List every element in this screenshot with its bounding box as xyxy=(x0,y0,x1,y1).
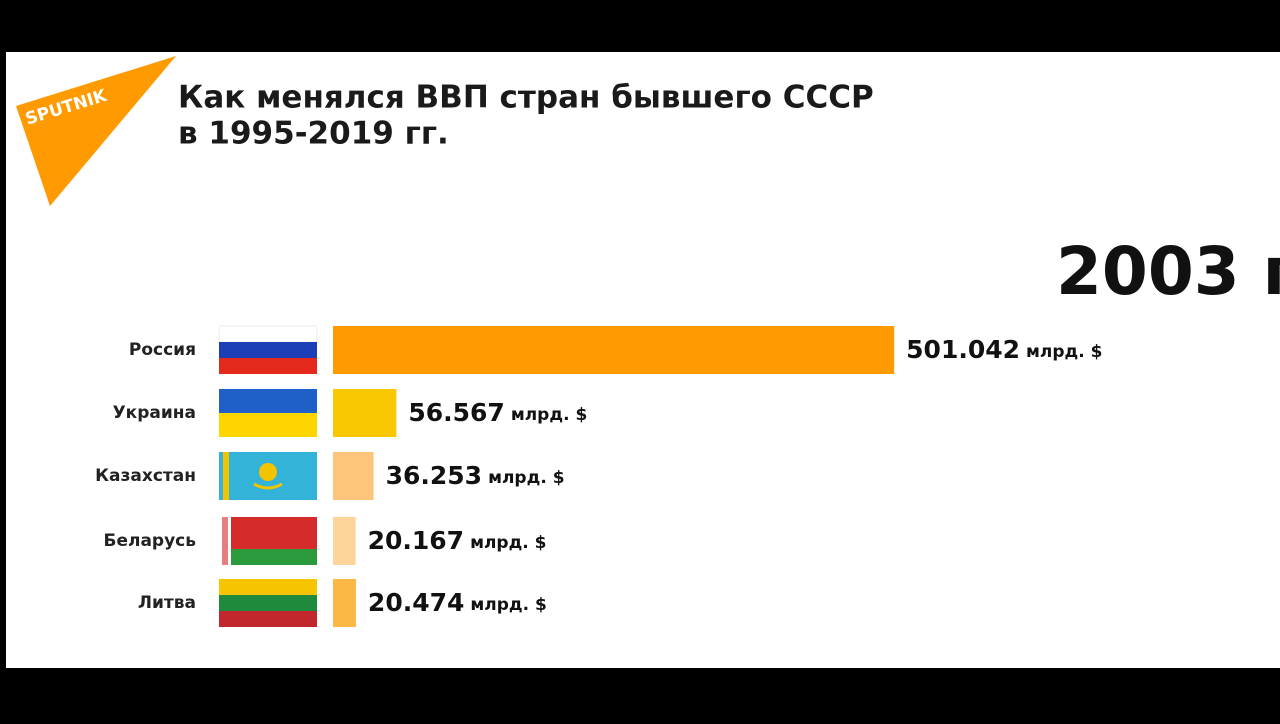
unit-label: млрд. $ xyxy=(470,595,546,615)
value-label: 20.167 xyxy=(368,526,464,555)
category-label: Беларусь xyxy=(104,531,197,551)
unit-label: млрд. $ xyxy=(470,533,546,553)
flag-belarus xyxy=(219,517,317,565)
value-label: 56.567 xyxy=(408,398,504,427)
bar xyxy=(333,452,374,500)
flag-kazakhstan xyxy=(219,452,317,500)
category-label: Казахстан xyxy=(95,466,196,486)
flag-russia xyxy=(218,325,318,374)
bar xyxy=(333,579,356,627)
year-label: 2003 г. xyxy=(1056,233,1280,310)
flag-lithuania xyxy=(219,579,317,627)
category-label: Россия xyxy=(129,340,196,360)
unit-label: млрд. $ xyxy=(511,405,587,425)
bar xyxy=(333,326,895,374)
category-label: Литва xyxy=(138,593,196,613)
category-label: Украина xyxy=(113,403,196,423)
chart-title: Как менялся ВВП стран бывшего СССР xyxy=(178,80,874,116)
value-label: 36.253 xyxy=(386,461,482,490)
bar xyxy=(333,389,397,437)
unit-label: млрд. $ xyxy=(1026,342,1102,362)
logo-shape xyxy=(16,56,176,206)
bar xyxy=(333,517,356,565)
unit-label: млрд. $ xyxy=(488,468,564,488)
value-label: 501.042 xyxy=(906,335,1020,364)
value-label: 20.474 xyxy=(368,588,464,617)
flag-ukraine xyxy=(219,389,317,437)
chart-title: в 1995-2019 гг. xyxy=(178,116,449,152)
